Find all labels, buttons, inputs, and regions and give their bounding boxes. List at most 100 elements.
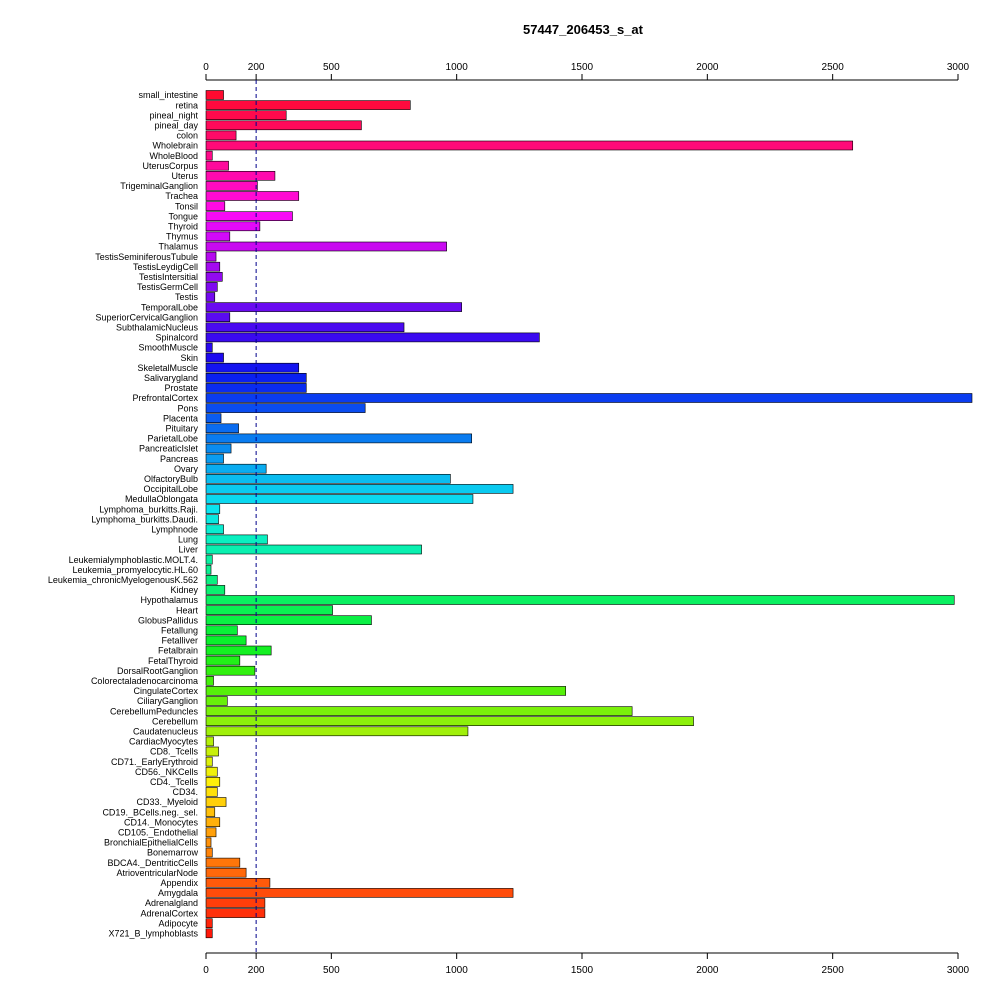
category-label: Liver <box>178 545 198 555</box>
category-label: Skin <box>180 353 198 363</box>
bar <box>205 90 224 100</box>
category-label: Kidney <box>170 585 198 595</box>
bar <box>205 696 228 706</box>
category-label: TestisSeminiferousTubule <box>95 252 198 262</box>
category-label: CingulateCortex <box>133 686 198 696</box>
bottom-tick-label: 3000 <box>947 965 970 976</box>
bar <box>205 686 567 696</box>
bar <box>205 261 221 272</box>
category-label: Spinalcord <box>155 333 198 343</box>
bar <box>205 726 469 737</box>
bar <box>205 524 224 535</box>
category-label: Testis <box>175 292 199 302</box>
bar <box>205 675 214 686</box>
category-label: BDCA4._DentriticCells <box>107 858 198 868</box>
bar <box>205 817 221 828</box>
category-label: FetalThyroid <box>148 656 198 666</box>
bar <box>205 585 226 595</box>
bar <box>205 443 232 454</box>
bar <box>205 928 213 939</box>
category-label: Hypothalamus <box>140 595 198 605</box>
category-label: CardiacMyocytes <box>129 737 199 747</box>
bar <box>205 867 247 878</box>
category-label: Ovary <box>174 464 199 474</box>
category-label: colon <box>176 131 198 141</box>
category-label: CD56._NKCells <box>135 767 199 777</box>
top-tick-label: 3000 <box>947 62 970 73</box>
category-label: CD34. <box>172 787 198 797</box>
category-label: AtrioventricularNode <box>116 868 198 878</box>
category-label: Thyroid <box>168 222 198 232</box>
bottom-tick-label: 0 <box>203 965 209 976</box>
bar <box>205 564 212 575</box>
category-label: Leukemialymphoblastic.MOLT.4. <box>69 555 198 565</box>
category-label: Wholebrain <box>152 141 198 151</box>
category-label: Tongue <box>168 211 198 221</box>
category-label: Fetallung <box>161 626 198 636</box>
bar <box>205 251 217 262</box>
category-label: Tonsil <box>175 201 198 211</box>
bar <box>205 423 239 434</box>
bar <box>205 797 227 807</box>
category-label: Amygdala <box>158 888 198 898</box>
category-label: Adrenalgland <box>145 898 198 908</box>
bar <box>205 776 221 787</box>
category-label: CiliaryGanglion <box>137 696 198 706</box>
category-label: DorsalRootGanglion <box>117 666 198 676</box>
category-label: SmoothMuscle <box>138 343 198 353</box>
category-label: pineal_night <box>149 110 198 120</box>
bar <box>205 756 213 767</box>
category-label: MedullaOblongata <box>125 494 198 504</box>
bar <box>205 787 218 797</box>
category-label: OlfactoryBulb <box>144 474 198 484</box>
bottom-tick-label: 1500 <box>571 965 594 976</box>
category-label: WholeBlood <box>149 151 198 161</box>
bar <box>205 635 247 646</box>
bottom-tick-label: 2500 <box>822 965 845 976</box>
category-label: Fetalliver <box>161 636 198 646</box>
bar <box>205 302 462 312</box>
category-label: PrefrontalCortex <box>132 393 198 403</box>
bar <box>205 160 229 171</box>
bar <box>205 393 973 403</box>
bar <box>205 504 221 514</box>
bar <box>205 898 266 908</box>
bar <box>205 544 422 555</box>
top-tick-label: 2500 <box>822 62 845 73</box>
category-label: CD105._Endothelial <box>118 828 198 838</box>
bar <box>205 282 218 292</box>
category-label: Fetalbrain <box>158 646 198 656</box>
bar <box>205 352 224 363</box>
bar <box>205 463 267 474</box>
category-label: CD71._EarlyErythroid <box>111 757 198 767</box>
bar <box>205 605 333 615</box>
bar <box>205 716 694 727</box>
bar <box>205 292 216 302</box>
category-label: CD8._Tcells <box>150 747 199 757</box>
category-label: CD4._Tcells <box>150 777 199 787</box>
category-label: PancreaticIslet <box>139 444 199 454</box>
bar <box>205 342 213 353</box>
bar <box>205 736 214 747</box>
bottom-tick-label: 1000 <box>446 965 469 976</box>
category-label: CD14._Monocytes <box>124 817 199 827</box>
bar <box>205 413 222 424</box>
category-label: Pituitary <box>165 424 198 434</box>
bars-group <box>205 90 973 939</box>
bar <box>205 332 540 343</box>
category-label: pineal_day <box>154 121 198 131</box>
category-label: Lung <box>178 535 198 545</box>
category-label: Pancreas <box>160 454 199 464</box>
bar <box>205 908 266 918</box>
category-label: Leukemia_promyelocytic.HL.60 <box>72 565 198 575</box>
bar <box>205 322 405 333</box>
category-label: Thymus <box>166 232 199 242</box>
category-label: Prostate <box>164 383 198 393</box>
bar <box>205 201 226 211</box>
bar <box>205 271 223 282</box>
bottom-tick-label: 2000 <box>696 965 719 976</box>
category-label: OccipitalLobe <box>143 484 198 494</box>
bar <box>205 140 854 151</box>
category-label: Thalamus <box>158 242 198 252</box>
bar <box>205 150 213 161</box>
